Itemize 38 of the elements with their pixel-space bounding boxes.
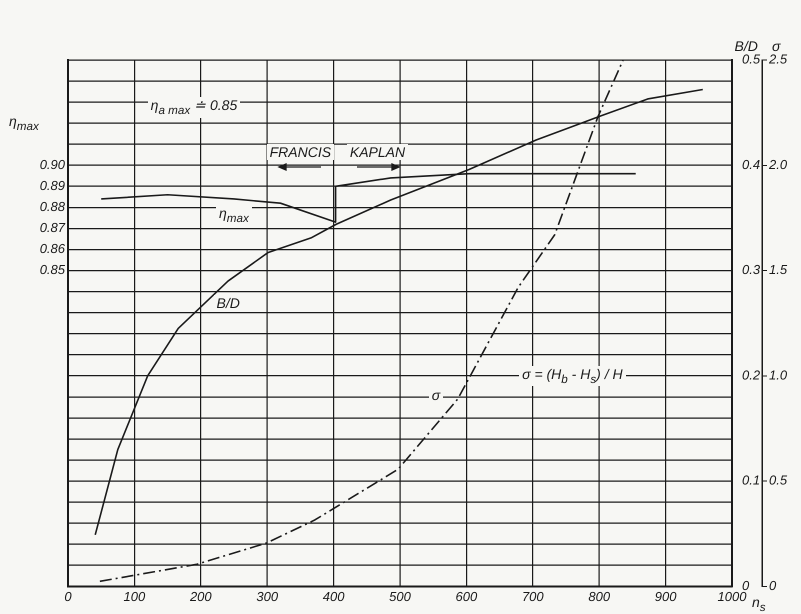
y3-tick-label: 1.0 xyxy=(769,367,788,382)
y-tick-label: 0.85 xyxy=(40,262,66,278)
series-label: η$_{max}$ xyxy=(216,204,252,226)
x-tick-label: 200 xyxy=(188,588,212,604)
y3-tick-label: 2.0 xyxy=(768,156,788,172)
y3-axis-title: σ xyxy=(772,38,780,54)
y3-tick-label: 2.5 xyxy=(768,52,788,67)
y-tick-label: 0.90 xyxy=(40,156,66,172)
series-label: B/D xyxy=(214,295,243,312)
x-tick-label: 600 xyxy=(456,588,478,604)
y2-axis-title: B/D xyxy=(734,38,758,54)
series-label: σ xyxy=(428,387,444,403)
x-tick-label: 300 xyxy=(256,588,279,604)
y-tick-label: 0.88 xyxy=(40,199,66,214)
y-tick-label: 0.87 xyxy=(40,220,66,236)
annotation: η$_{a max}$ ≐ 0.85 xyxy=(148,97,240,118)
annotation: FRANCIS xyxy=(266,144,334,160)
annotation: σ = (H$_{b}$ - H$_{s}$) / H xyxy=(519,366,626,386)
y-tick-label: 0.89 xyxy=(40,178,65,193)
y2-tick-label: 0.1 xyxy=(742,472,760,488)
y-axis-title: η$_{max}$ xyxy=(9,113,39,133)
y2-tick-label: 0.4 xyxy=(742,156,760,172)
x-tick-label: 700 xyxy=(522,588,544,604)
annotation: KAPLAN xyxy=(346,144,408,160)
x-tick-label: 800 xyxy=(588,588,611,604)
x-tick-label: 100 xyxy=(124,588,146,604)
y3-tick-label: 0.5 xyxy=(769,472,788,488)
x-tick-label: 400 xyxy=(322,588,346,604)
y-tick-label: 0.86 xyxy=(40,241,66,256)
x-tick-label: 0 xyxy=(64,588,72,604)
y2-tick-label: 0.3 xyxy=(742,262,761,278)
y2-tick-label: 0.5 xyxy=(742,52,761,67)
y2-tick-label: 0.2 xyxy=(742,367,761,382)
y3-tick-label: 0 xyxy=(769,578,777,594)
x-axis-title: n$_{s}$ xyxy=(752,594,766,614)
y3-tick-label: 1.5 xyxy=(769,262,788,278)
x-tick-label: 900 xyxy=(654,588,678,604)
x-tick-label: 500 xyxy=(389,588,412,604)
